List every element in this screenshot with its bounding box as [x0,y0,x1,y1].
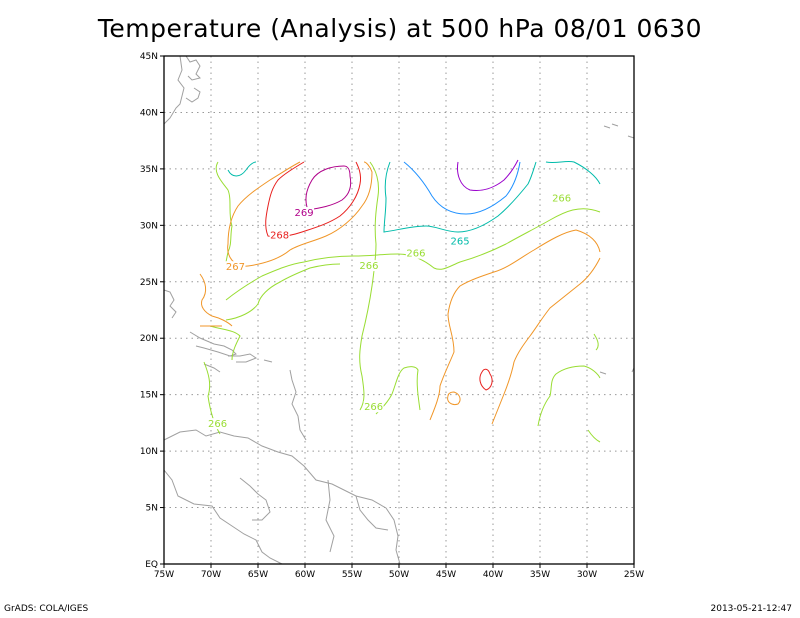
x-tick-label: 65W [248,570,268,580]
contour-266-loop [375,366,421,415]
temperature-contours [199,159,601,443]
x-tick-label: 35W [530,570,550,580]
contour-267-east2 [491,257,601,425]
x-tick-label: 45W [436,570,456,580]
contour-268-south [479,368,493,391]
footer-timestamp: 2013-05-21-12:47 [710,604,793,614]
y-tick-label: 30N [140,221,158,231]
contour-label-bg [269,229,290,241]
contour-label: 265 [451,236,470,247]
contour-label-bg [450,235,471,247]
contour-label: 266 [406,249,425,260]
contour-266-west [215,161,233,267]
contour-267 [227,161,373,267]
y-tick-label: 40N [140,108,158,118]
x-tick-label: 25W [624,570,644,580]
contour-269 [305,165,352,211]
x-tick-label: 75W [154,570,174,580]
footer-credit: GrADS: COLA/IGES [4,604,89,614]
contour-266-e-stub [593,333,599,351]
coastline-cape-cod [185,87,201,103]
contour-label-bg [225,261,246,273]
coastline-east-coast [163,55,185,125]
contour-label-bg [207,418,228,430]
contour-label: 266 [359,261,378,272]
contour-label-bg [363,401,384,413]
coastlines [163,55,635,565]
y-tick-label: EQ [145,560,158,570]
contour-label-bg [405,247,426,259]
contour-label-bg [294,207,315,219]
y-tick-label: 10N [140,447,158,457]
x-tick-label: 50W [389,570,409,580]
y-tick-label: 35N [140,165,158,175]
y-tick-label: 45N [140,52,158,62]
coastline-south-america-coast [163,429,401,565]
coastline-cuba [189,331,237,357]
y-tick-label: 20N [140,334,158,344]
contour-label: 266 [552,193,571,204]
contour-label: 266 [208,419,227,430]
coastline-lesser-antilles [289,369,307,441]
coastline-cape-verde [599,371,607,375]
coastline-venezuela-border [239,477,271,521]
contour-label: 268 [270,231,289,242]
contour-labels: 269 268 267 266 266 265 266 266 266 [207,192,572,430]
axis-ticks: 75W 70W 65W 60W 55W 50W 45W 40W 35W 30W 25W 45N 40N 3… [140,52,644,580]
contour-266-sw [225,263,341,321]
contour-267-island [447,391,461,405]
coastline-madeira [627,135,635,139]
contour-265-west [227,161,257,177]
coastline-jamaica [203,363,221,373]
coastline-guyana-border [325,479,335,553]
x-tick-label: 40W [483,570,503,580]
coastline-puerto-rico [263,359,273,363]
coastline-maine-coast [185,55,201,81]
x-tick-label: 30W [577,570,597,580]
contour-265-east [545,160,601,185]
y-tick-label: 15N [140,391,158,401]
coastline-bahamas-west [163,289,177,319]
grid-lines [164,56,634,564]
contour-263 [457,159,519,191]
coastline-colombia-venezuela-interior [163,469,283,565]
y-tick-label: 25N [140,278,158,288]
contour-267-west [199,273,233,327]
contour-266-center [359,161,379,411]
contour-266-southeast [537,365,601,427]
coastline-suriname-border [355,495,389,531]
contour-label-bg [551,192,572,204]
contour-label-bg [358,260,379,272]
contour-266-se-stub [587,429,601,443]
coastline-azores [603,123,619,129]
contour-266-caribbean [209,325,241,361]
contour-265-center [383,161,537,233]
contour-label: 267 [226,262,245,273]
contour-label: 269 [295,208,314,219]
coastline-hispaniola [228,353,258,363]
x-tick-label: 70W [201,570,221,580]
x-tick-label: 55W [342,570,362,580]
contour-267-east [429,229,601,421]
map-title: Temperature (Analysis) at 500 hPa 08/01 … [97,14,703,43]
contour-264-center [403,161,521,215]
contour-label: 266 [364,402,383,413]
x-tick-label: 60W [295,570,315,580]
y-tick-label: 5N [146,504,158,514]
